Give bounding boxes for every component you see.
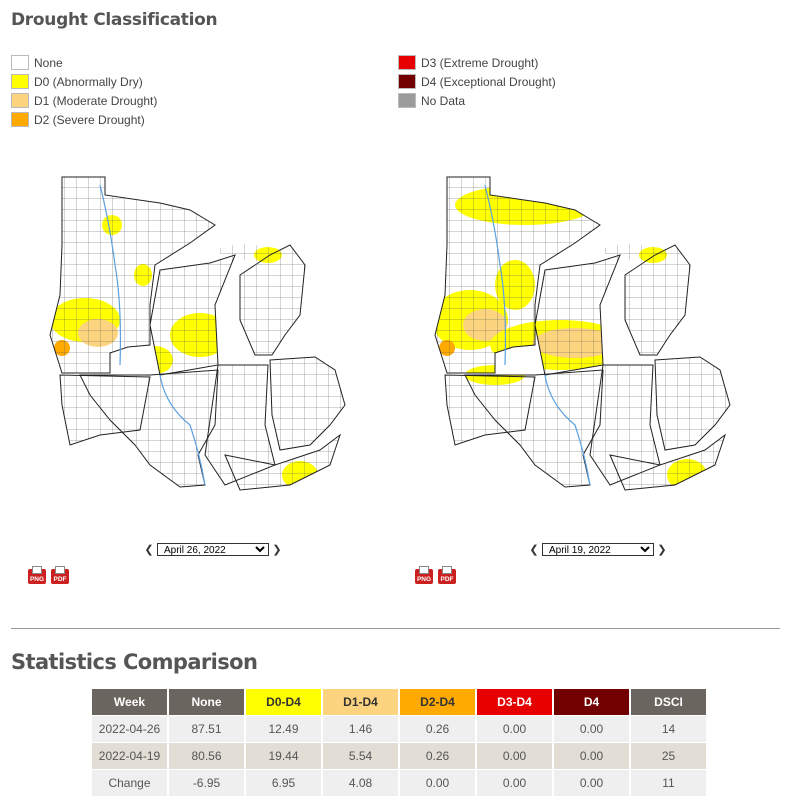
chevron-left-icon[interactable]: ❮: [144, 544, 154, 556]
table-cell: 1.46: [323, 715, 398, 742]
legend-item-none: None: [11, 53, 157, 72]
legend-item-no-data: No Data: [398, 91, 556, 110]
table-cell: 0.00: [554, 715, 629, 742]
png-download-icon[interactable]: PNG: [28, 566, 46, 584]
table-header-row: Week None D0-D4 D1-D4 D2-D4 D3-D4 D4 DSC…: [92, 689, 706, 715]
table-cell: 12.49: [246, 715, 321, 742]
table-cell: 6.95: [246, 769, 321, 796]
header-d2-d4: D2-D4: [400, 689, 475, 715]
table-row: Change -6.95 6.95 4.08 0.00 0.00 0.00 11: [92, 769, 706, 796]
legend-swatch: [398, 74, 416, 89]
header-d1-d4: D1-D4: [323, 689, 398, 715]
table-row: 2022-04-26 87.51 12.49 1.46 0.26 0.00 0.…: [92, 715, 706, 742]
stats-title: Statistics Comparison: [11, 650, 258, 674]
section-divider: [11, 628, 780, 629]
download-group-current: PNG PDF: [28, 566, 69, 584]
header-dsci: DSCI: [631, 689, 706, 715]
table-cell: 2022-04-26: [92, 715, 167, 742]
header-d3-d4: D3-D4: [477, 689, 552, 715]
table-cell: 87.51: [169, 715, 244, 742]
statistics-table: Week None D0-D4 D1-D4 D2-D4 D3-D4 D4 DSC…: [90, 689, 708, 796]
legend-swatch: [11, 55, 29, 70]
date-select-previous[interactable]: April 19, 2022: [542, 543, 654, 556]
legend-swatch: [11, 74, 29, 89]
table-cell: Change: [92, 769, 167, 796]
pdf-download-icon[interactable]: PDF: [51, 566, 69, 584]
legend-item-d2: D2 (Severe Drought): [11, 110, 157, 129]
table-cell: 0.00: [477, 742, 552, 769]
table-cell: -6.95: [169, 769, 244, 796]
date-nav-current: ❮ April 26, 2022 ❯: [143, 543, 283, 556]
date-select-current[interactable]: April 26, 2022: [157, 543, 269, 556]
table-cell: 5.54: [323, 742, 398, 769]
legend-item-d0: D0 (Abnormally Dry): [11, 72, 157, 91]
table-row: 2022-04-19 80.56 19.44 5.54 0.26 0.00 0.…: [92, 742, 706, 769]
table-cell: 11: [631, 769, 706, 796]
table-cell: 0.00: [554, 769, 629, 796]
chevron-right-icon[interactable]: ❯: [657, 544, 667, 556]
pdf-download-icon[interactable]: PDF: [438, 566, 456, 584]
table-cell: 0.26: [400, 742, 475, 769]
legend-swatch: [398, 55, 416, 70]
table-cell: 0.00: [400, 769, 475, 796]
download-group-previous: PNG PDF: [415, 566, 456, 584]
date-nav-previous: ❮ April 19, 2022 ❯: [528, 543, 668, 556]
legend-item-d1: D1 (Moderate Drought): [11, 91, 157, 110]
table-cell: 2022-04-19: [92, 742, 167, 769]
section-title: Drought Classification: [11, 10, 218, 30]
legend-right: D3 (Extreme Drought) D4 (Exceptional Dro…: [398, 53, 556, 110]
table-cell: 14: [631, 715, 706, 742]
header-week: Week: [92, 689, 167, 715]
header-d4: D4: [554, 689, 629, 715]
legend-swatch: [11, 93, 29, 108]
table-cell: 80.56: [169, 742, 244, 769]
table-cell: 4.08: [323, 769, 398, 796]
header-none: None: [169, 689, 244, 715]
legend-item-d4: D4 (Exceptional Drought): [398, 72, 556, 91]
table-cell: 25: [631, 742, 706, 769]
chevron-left-icon[interactable]: ❮: [529, 544, 539, 556]
table-cell: 0.00: [477, 715, 552, 742]
table-cell: 0.26: [400, 715, 475, 742]
legend-swatch: [11, 112, 29, 127]
drought-map-current[interactable]: [40, 165, 380, 510]
legend-item-d3: D3 (Extreme Drought): [398, 53, 556, 72]
chevron-right-icon[interactable]: ❯: [272, 544, 282, 556]
legend-swatch: [398, 93, 416, 108]
png-download-icon[interactable]: PNG: [415, 566, 433, 584]
table-cell: 19.44: [246, 742, 321, 769]
table-cell: 0.00: [554, 742, 629, 769]
header-d0-d4: D0-D4: [246, 689, 321, 715]
table-cell: 0.00: [477, 769, 552, 796]
drought-map-previous[interactable]: [425, 165, 765, 510]
legend-left: None D0 (Abnormally Dry) D1 (Moderate Dr…: [11, 53, 157, 129]
